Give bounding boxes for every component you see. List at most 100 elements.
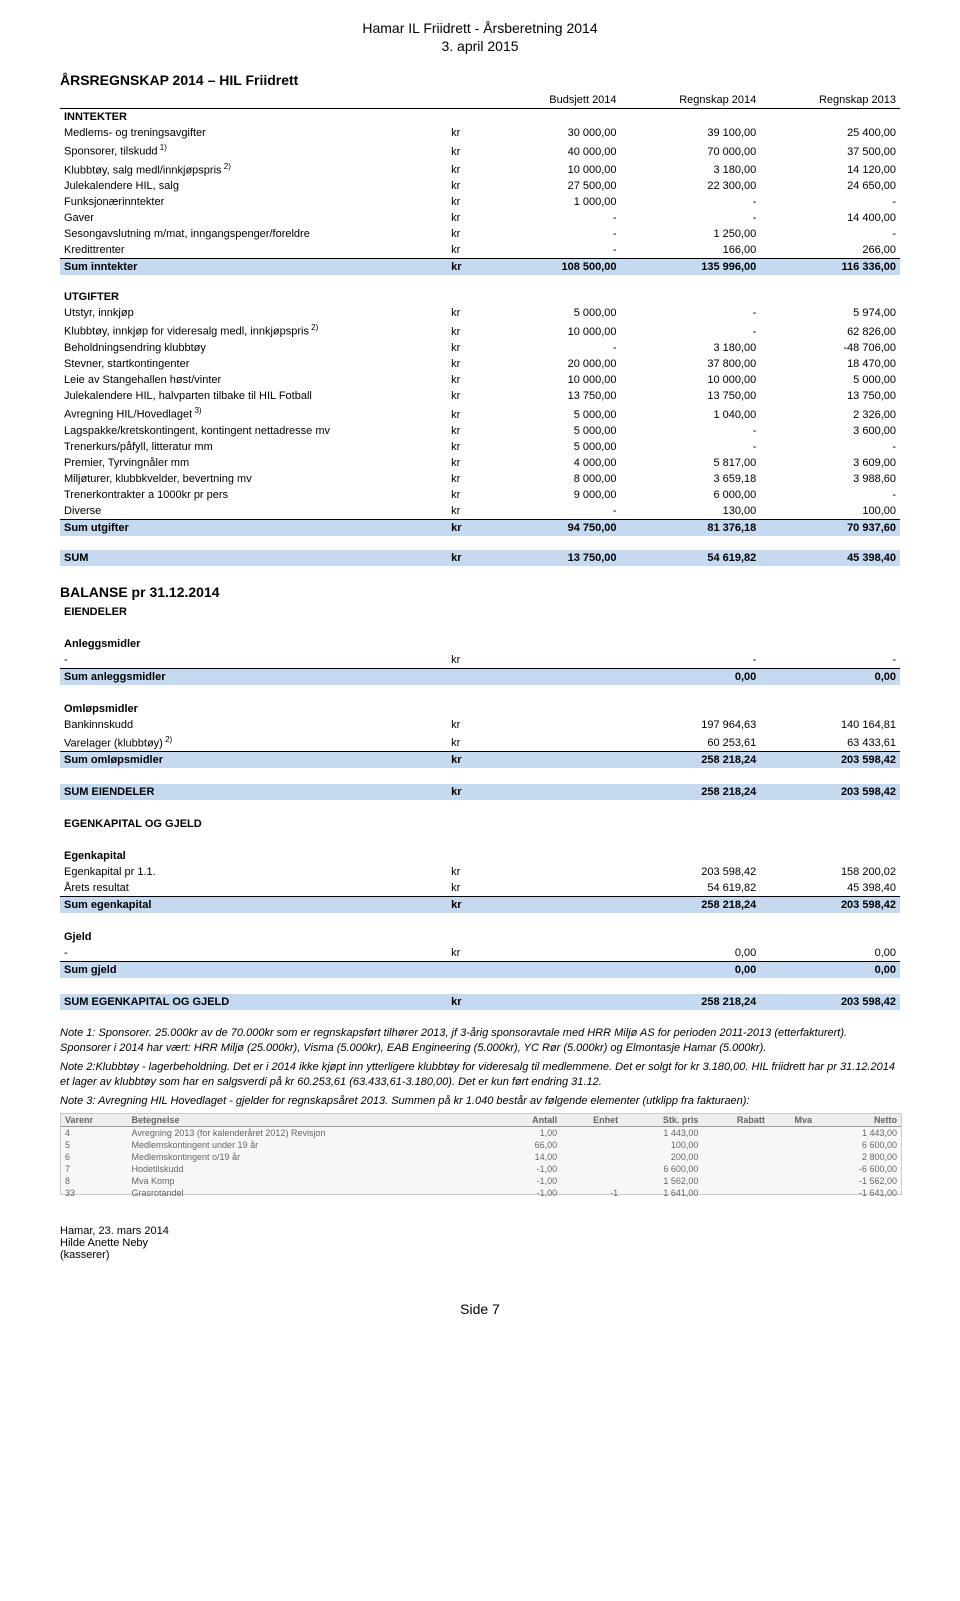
row-value: 70 000,00 [621,141,761,160]
row-currency: kr [447,194,481,210]
row-value [481,733,621,752]
row-currency: kr [447,503,481,520]
invoice-header: Mva [769,1114,816,1127]
row-value: 10 000,00 [621,372,761,388]
eiendeler-heading: EIENDELER [60,604,900,620]
row-value: 60 253,61 [621,733,761,752]
invoice-cell [702,1126,768,1139]
invoice-cell: 8 [61,1175,128,1187]
sum-row-currency: kr [447,994,481,1010]
row-currency: kr [447,210,481,226]
sum-row-value: 203 598,42 [760,752,900,769]
row-value [481,945,621,962]
row-label: - [60,652,447,669]
sum-row-value [481,668,621,685]
invoice-cell: -1,00 [500,1187,561,1199]
row-value: 8 000,00 [481,471,621,487]
note-2: Note 2:Klubbtøy - lagerbeholdning. Det e… [60,1060,900,1090]
row-label: - [60,945,447,962]
row-currency: kr [447,178,481,194]
sum-row-value: 203 598,42 [760,897,900,914]
invoice-cell: 14,00 [500,1151,561,1163]
expense-table: UTGIFTER Utstyr, innkjøpkr5 000,00-5 974… [60,289,900,535]
row-label: Julekalendere HIL, salg [60,178,447,194]
row-value: - [621,194,761,210]
document-title: Hamar IL Friidrett - Årsberetning 2014 [60,20,900,36]
sum-row-value: 70 937,60 [760,519,900,536]
row-value: 130,00 [621,503,761,520]
sum-row-value: 258 218,24 [621,784,761,800]
row-value: 24 650,00 [760,178,900,194]
invoice-cell: Hodetilskudd [128,1163,501,1175]
invoice-cell [769,1139,816,1151]
row-currency: kr [447,125,481,141]
invoice-cell: 1 562,00 [622,1175,702,1187]
col-regnskap13: Regnskap 2013 [760,92,900,109]
row-label: Trenerkurs/påfyll, litteratur mm [60,439,447,455]
sum-row-value [481,994,621,1010]
row-value: - [481,503,621,520]
row-value: 0,00 [760,945,900,962]
invoice-cell: 100,00 [622,1139,702,1151]
invoice-cell [702,1163,768,1175]
signoff-role: (kasserer) [60,1249,900,1261]
invoice-cell: 1 641,00 [622,1187,702,1199]
row-label: Sesongavslutning m/mat, inngangspenger/f… [60,226,447,242]
row-value: 14 120,00 [760,160,900,179]
row-value: 10 000,00 [481,160,621,179]
row-value: 1 040,00 [621,404,761,423]
row-value: 5 000,00 [760,372,900,388]
row-label: Avregning HIL/Hovedlaget 3) [60,404,447,423]
invoice-cell [702,1139,768,1151]
sum-row-value [481,962,621,979]
invoice-cell: 6 600,00 [622,1163,702,1175]
row-label: Egenkapital pr 1.1. [60,864,447,880]
invoice-header: Enhet [561,1114,622,1127]
row-currency: kr [447,340,481,356]
col-budget: Budsjett 2014 [481,92,621,109]
row-value: 13 750,00 [760,388,900,404]
row-currency: kr [447,945,481,962]
main-title: ÅRSREGNSKAP 2014 – HIL Friidrett [60,72,900,88]
row-value: - [621,423,761,439]
invoice-cell: Medlemskontingent under 19 år [128,1139,501,1151]
invoice-cell: 2 800,00 [816,1151,901,1163]
invoice-cell: Medlemskontingent o/19 år [128,1151,501,1163]
row-value: 13 750,00 [621,388,761,404]
row-value: - [760,226,900,242]
invoice-cell: -1 641,00 [816,1187,901,1199]
sum-row-value: 0,00 [621,668,761,685]
invoice-cell: 4 [61,1126,128,1139]
sum-row-currency: kr [447,259,481,276]
row-currency: kr [447,471,481,487]
row-value: 3 988,60 [760,471,900,487]
row-label: Klubbtøy, salg medl/innkjøpspris 2) [60,160,447,179]
row-value: 100,00 [760,503,900,520]
invoice-cell [561,1163,622,1175]
row-value: 3 609,00 [760,455,900,471]
row-value: 5 974,00 [760,305,900,321]
invoice-cell [561,1126,622,1139]
sum-row-value: 0,00 [760,668,900,685]
row-value: 5 000,00 [481,305,621,321]
invoice-cell [702,1151,768,1163]
sum-row-value [481,897,621,914]
row-value: 5 000,00 [481,404,621,423]
row-value: 40 000,00 [481,141,621,160]
row-value: 18 470,00 [760,356,900,372]
row-label: Årets resultat [60,880,447,897]
row-value: - [481,210,621,226]
sum-row-value: 258 218,24 [621,897,761,914]
row-value: 3 180,00 [621,340,761,356]
invoice-cell: 66,00 [500,1139,561,1151]
row-currency: kr [447,305,481,321]
invoice-cell: -1 562,00 [816,1175,901,1187]
invoice-cell: 1,00 [500,1126,561,1139]
subsection-heading: EGENKAPITAL OG GJELD [60,816,900,832]
row-value: 13 750,00 [481,388,621,404]
invoice-cell: -6 600,00 [816,1163,901,1175]
row-value: - [481,340,621,356]
row-currency: kr [447,423,481,439]
row-value [481,652,621,669]
signoff: Hamar, 23. mars 2014 Hilde Anette Neby (… [60,1225,900,1261]
